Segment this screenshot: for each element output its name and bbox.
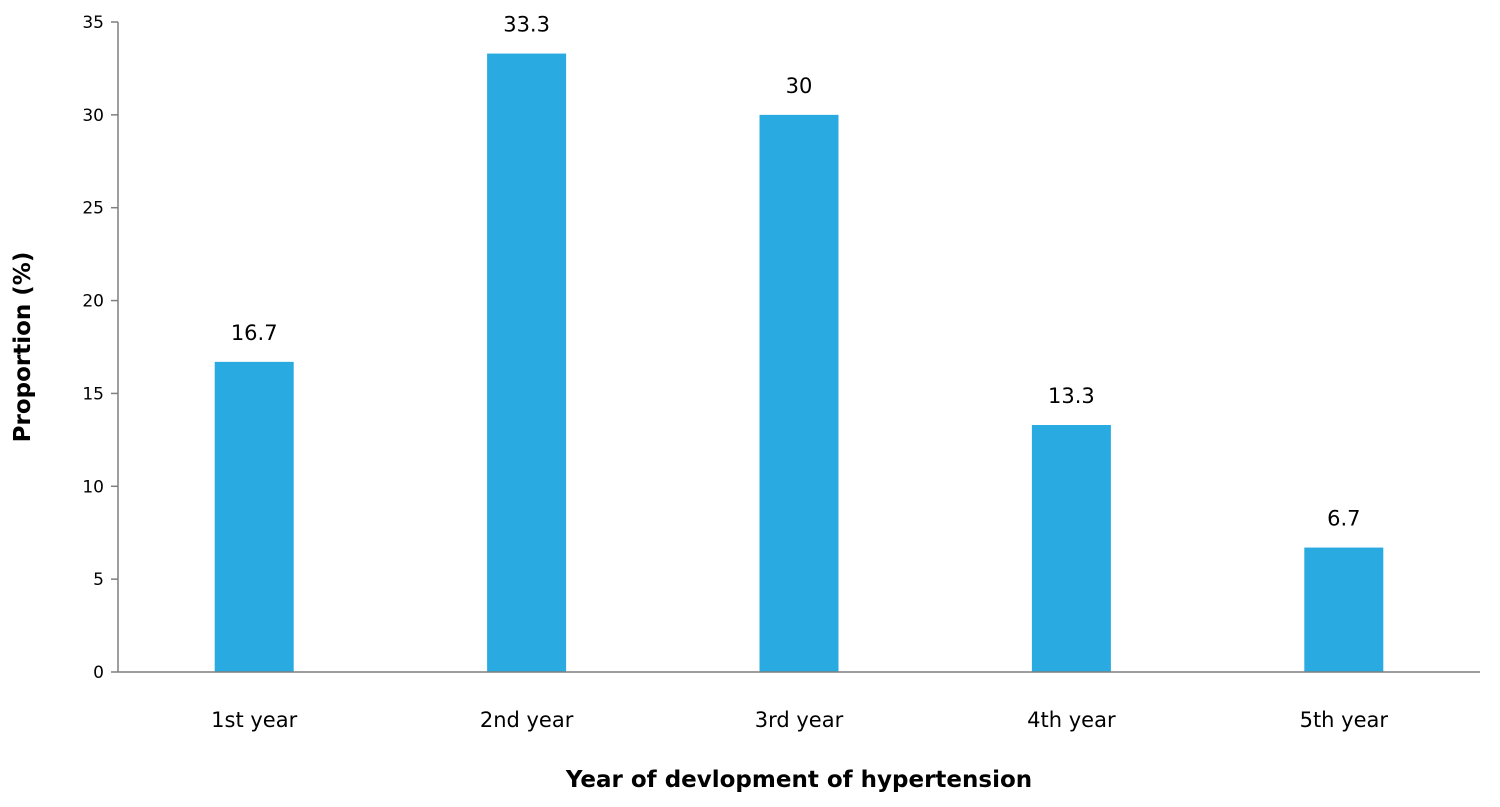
y-tick-label: 0: [93, 663, 104, 683]
bar: [214, 361, 294, 672]
data-labels: 16.7 33.3 30 13.3 6.7: [231, 13, 1361, 531]
y-tick-label: 10: [82, 477, 104, 497]
x-tick-label: 1st year: [211, 708, 297, 732]
y-tick-label: 25: [82, 199, 104, 219]
bar: [1031, 425, 1111, 672]
y-axis-ticks: 0 5 10 15 20 25 30 35: [82, 13, 118, 683]
bar-data-label: 16.7: [231, 321, 278, 345]
bar-data-label: 13.3: [1048, 384, 1095, 408]
bar: [487, 53, 567, 673]
bar: [759, 114, 839, 673]
bar-data-label: 33.3: [503, 13, 550, 37]
y-tick-label: 35: [82, 13, 104, 33]
x-tick-label: 2nd year: [480, 708, 574, 732]
bars: [214, 53, 1384, 673]
y-tick-label: 30: [82, 106, 104, 126]
y-tick-label: 5: [93, 570, 104, 590]
x-tick-label: 5th year: [1300, 708, 1389, 732]
y-tick-label: 20: [82, 292, 104, 312]
x-axis-title: Year of devlopment of hypertension: [565, 767, 1032, 793]
bar-data-label: 30: [786, 74, 813, 98]
bar-data-label: 6.7: [1327, 507, 1360, 531]
bar: [1304, 547, 1384, 672]
x-tick-label: 4th year: [1027, 708, 1116, 732]
y-tick-label: 15: [82, 384, 104, 404]
x-tick-label: 3rd year: [755, 708, 844, 732]
y-axis-title: Proportion (%): [10, 252, 36, 443]
x-axis-labels: 1st year 2nd year 3rd year 4th year 5th year: [211, 708, 1388, 732]
